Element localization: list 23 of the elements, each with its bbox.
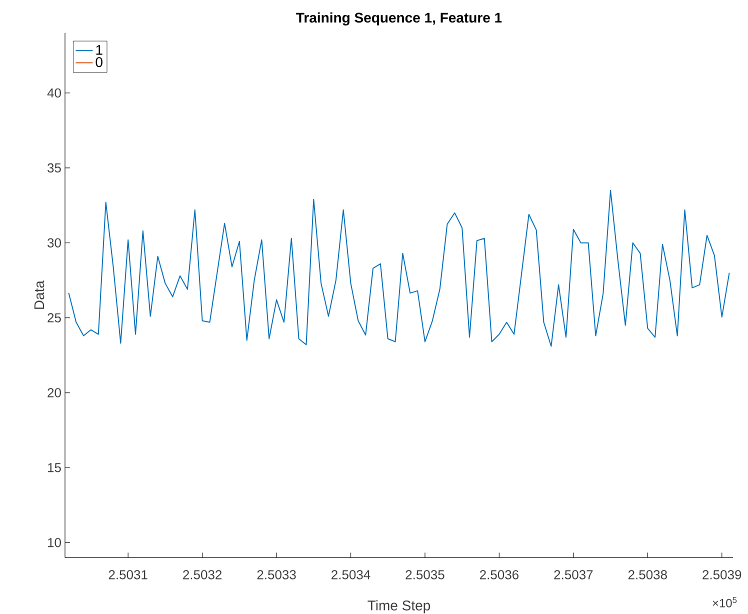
y-tick-label: 15 xyxy=(48,463,61,472)
y-tick-label: 35 xyxy=(48,163,61,172)
x-tick-label: 2.5035 xyxy=(406,570,444,580)
text: ×10$^{5}$ xyxy=(712,597,737,608)
x-axis-title: Time Step xyxy=(368,600,430,614)
x-tick-label: 2.5038 xyxy=(628,570,667,580)
x-tick-label: 2.5037 xyxy=(554,570,593,580)
legend-label: 0 xyxy=(96,57,102,68)
y-tick-label: 25 xyxy=(48,313,61,322)
x-tick-label: 2.5039 xyxy=(702,570,742,580)
x-tick-label: 2.5034 xyxy=(332,570,370,580)
y-axis-title: Data xyxy=(34,280,44,309)
chart-title: Training Sequence 1, Feature 1 xyxy=(296,12,502,26)
x-tick-label: 2.5036 xyxy=(480,570,519,580)
x-tick-label: 2.5032 xyxy=(183,570,222,580)
line-series xyxy=(68,190,730,347)
x-tick-label: 2.5031 xyxy=(108,570,148,580)
y-tick-label: 40 xyxy=(47,88,61,98)
y-tick-label: 20 xyxy=(48,388,61,398)
x-tick-label: 2.5033 xyxy=(257,570,296,580)
y-tick-label: 30 xyxy=(48,238,61,248)
y-tick-label: 10 xyxy=(48,538,61,548)
legend-label: 1 xyxy=(96,45,102,55)
